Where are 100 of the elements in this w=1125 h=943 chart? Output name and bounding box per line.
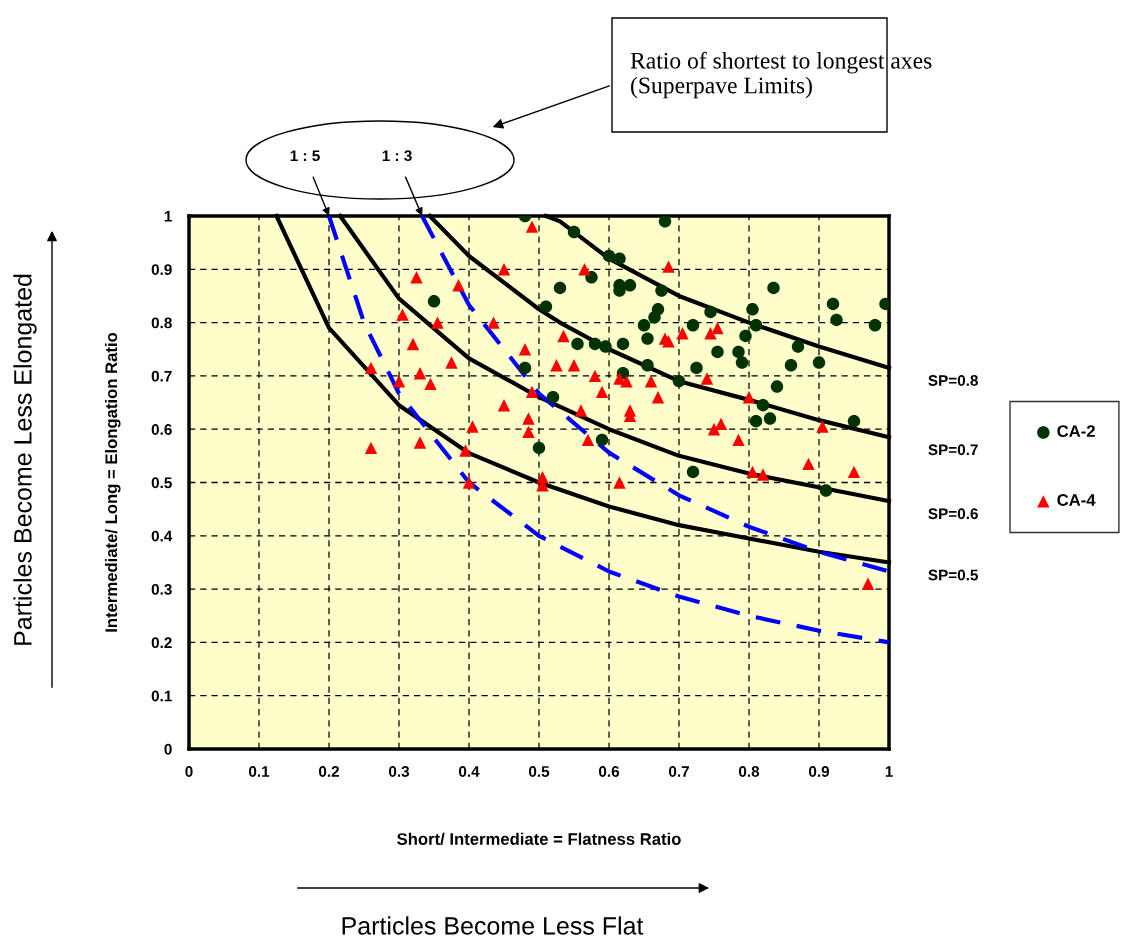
text: Particles Become Less Elongated	[13, 274, 37, 645]
point	[816, 420, 829, 433]
point	[770, 380, 784, 393]
x-tick-label: 0.7	[668, 766, 689, 777]
point	[487, 316, 500, 329]
point	[756, 399, 770, 412]
y-tick-label: 0.1	[151, 690, 172, 702]
point	[466, 420, 479, 433]
point	[599, 340, 612, 353]
y-tick-label: 1	[164, 211, 172, 222]
point	[525, 220, 539, 233]
point	[637, 319, 651, 332]
point	[662, 335, 675, 348]
point	[518, 343, 532, 356]
y-tick-label: 0.6	[151, 424, 172, 435]
y-tick-label: 0.3	[151, 583, 172, 595]
point	[588, 369, 602, 383]
text: SP=0.8	[928, 375, 978, 386]
point	[732, 345, 745, 359]
point	[686, 465, 700, 479]
x-tick-label: 0.4	[458, 766, 480, 777]
point	[578, 263, 591, 276]
x-tick-label: 0.2	[318, 766, 340, 777]
point	[641, 332, 654, 345]
point	[557, 329, 570, 343]
point	[532, 441, 546, 455]
point	[868, 319, 882, 332]
point	[518, 361, 532, 375]
point	[567, 359, 581, 372]
point	[427, 295, 441, 308]
point	[497, 263, 511, 276]
text: SP=0.7	[928, 444, 978, 456]
x-tick-label: 1	[885, 766, 893, 777]
point	[539, 300, 553, 313]
point	[406, 337, 420, 351]
y-axis-title: Intermediate/ Long = Elongation Ratio	[104, 332, 121, 632]
point	[644, 375, 658, 388]
text: 1 : 3	[382, 150, 412, 162]
point	[574, 404, 588, 417]
point	[581, 433, 595, 447]
point	[595, 433, 609, 447]
point	[749, 414, 763, 428]
point	[658, 216, 672, 228]
point	[784, 359, 798, 372]
point	[676, 327, 689, 340]
point	[714, 417, 728, 431]
point	[672, 375, 686, 388]
x-tick-label: 0.6	[598, 766, 620, 777]
x-tick-label: 0.1	[248, 766, 270, 777]
x-tick-label: 0.3	[388, 766, 410, 777]
point	[613, 252, 626, 265]
point	[690, 361, 703, 375]
point	[704, 327, 717, 340]
point	[704, 305, 717, 319]
point	[700, 372, 714, 385]
point	[550, 359, 563, 372]
point	[847, 414, 861, 428]
point	[707, 422, 721, 436]
point	[711, 345, 724, 359]
point	[739, 329, 752, 343]
point	[746, 465, 759, 479]
point	[364, 441, 378, 455]
point	[812, 356, 826, 369]
point	[462, 476, 476, 489]
point	[819, 484, 833, 497]
point	[802, 457, 815, 471]
point	[413, 367, 427, 380]
point	[522, 425, 535, 439]
point	[623, 279, 637, 292]
legend-label: CA-4	[1057, 494, 1096, 506]
point	[613, 476, 626, 489]
point	[588, 337, 602, 351]
point	[735, 356, 749, 369]
point	[452, 279, 465, 292]
point	[553, 281, 567, 295]
point	[826, 297, 840, 311]
point	[497, 399, 511, 412]
y-tick-label: 0.8	[151, 317, 172, 329]
text: 1 : 5	[290, 150, 320, 162]
text: SP=0.5	[928, 569, 978, 581]
point	[847, 465, 861, 479]
point	[522, 412, 535, 425]
text: Particles Become Less Flat	[342, 916, 644, 935]
point	[424, 377, 437, 391]
point	[364, 361, 378, 375]
point	[392, 375, 406, 388]
x-tick-label: 0.8	[738, 766, 760, 777]
point	[749, 319, 763, 332]
point	[413, 436, 427, 449]
point	[767, 281, 780, 295]
y-tick-label: 0.4	[151, 530, 173, 542]
point	[620, 375, 633, 388]
y-tick-label: 0.7	[151, 370, 172, 382]
point	[655, 284, 668, 297]
point	[602, 249, 616, 263]
point	[861, 577, 875, 590]
point	[756, 468, 770, 481]
text: SP=0.6	[928, 508, 978, 520]
point	[571, 337, 584, 351]
point	[546, 391, 560, 404]
